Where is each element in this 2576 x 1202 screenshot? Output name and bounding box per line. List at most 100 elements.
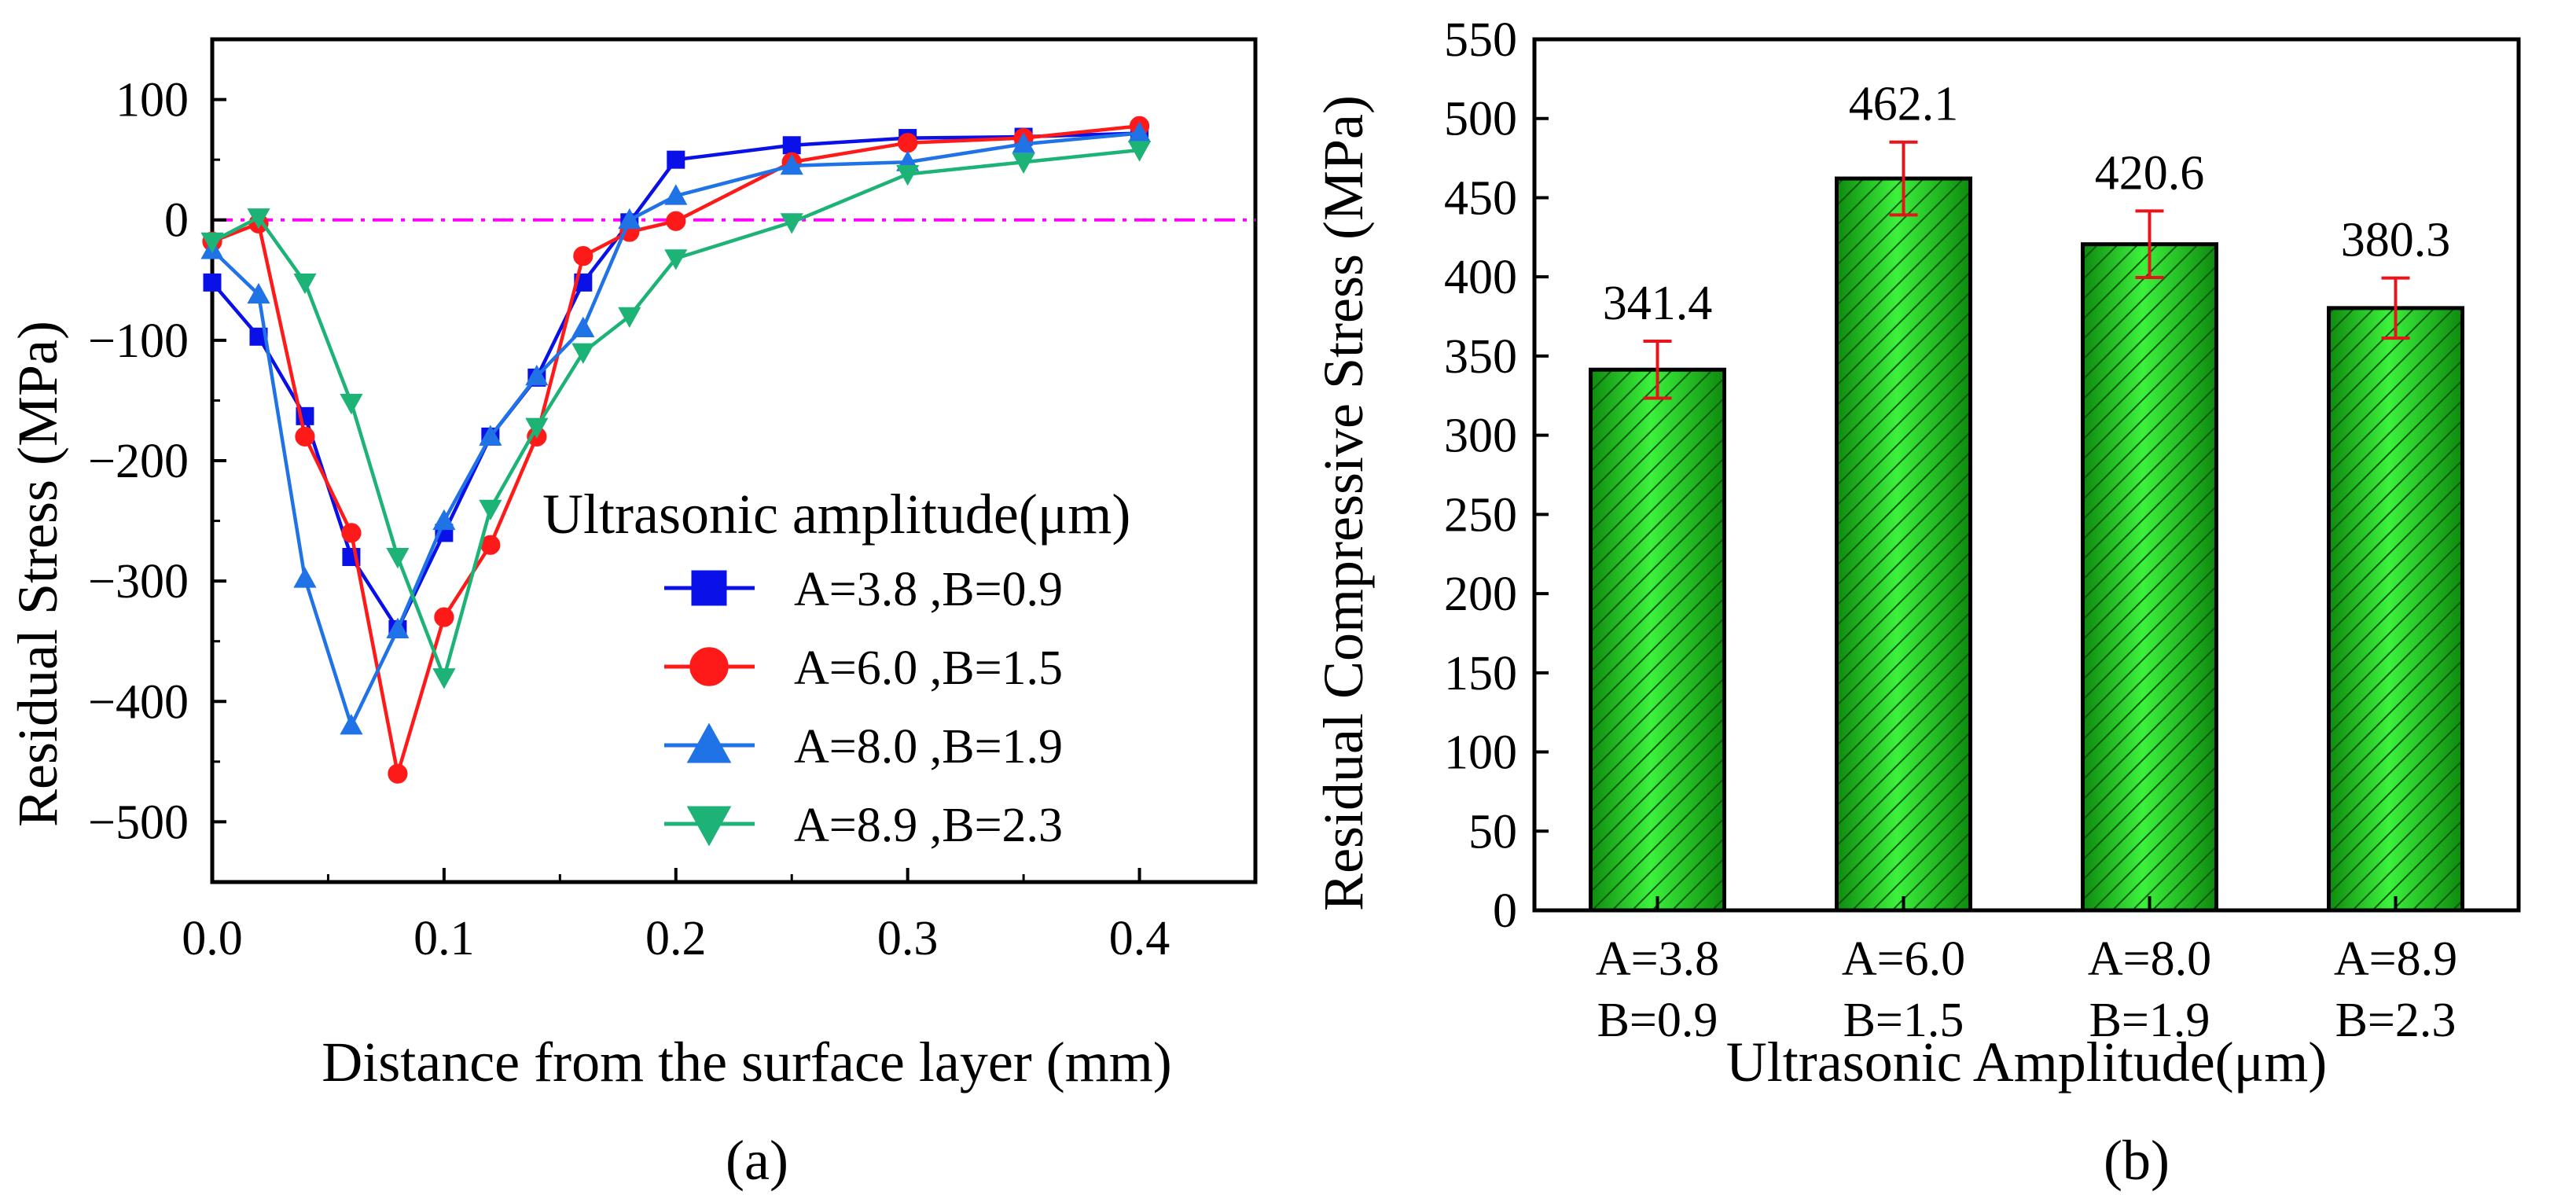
x-tick-label-line1: A=8.9 [2334,932,2457,986]
data-point [247,282,270,304]
bar-value-label: 341.4 [1603,277,1713,330]
legend-label: A=8.9 ,B=2.3 [794,799,1063,852]
data-point [664,249,688,270]
bar-group: 462.1 [1835,78,1972,913]
data-point [295,426,315,447]
data-point [386,548,410,569]
legend-marker [689,647,729,686]
y-tick-label: 100 [1444,726,1517,780]
data-point [479,425,502,446]
y-tick-label: 500 [1444,93,1517,146]
data-point [293,273,317,295]
series-4 [200,141,1152,689]
legend-entry: A=6.0 ,B=1.5 [664,641,1063,695]
data-point [293,567,317,588]
panel-b-bars: 341.4 462.1 420.6 380.3 [1589,78,2464,913]
x-tick-label: 0.1 [413,912,475,965]
legend-entry: A=3.8 ,B=0.9 [664,563,1063,616]
data-point [340,714,363,735]
panel-a-x-axis-label: Distance from the surface layer (mm) [322,1031,1172,1094]
data-point [341,523,362,543]
legend-label: A=8.0 ,B=1.9 [794,720,1063,774]
series-3 [200,121,1152,735]
data-point [388,763,408,784]
bar-hatch [1590,369,1725,910]
data-point [203,273,222,292]
panel-a-y-ticks: 100 0 −100 −200 −300 −400 −500 [88,74,226,849]
x-tick-label-line2: B=0.9 [1597,994,1718,1047]
data-point [618,208,641,230]
y-tick-label: −100 [88,314,189,368]
data-point [664,184,688,205]
x-tick-label: 0.2 [645,912,707,965]
data-point [618,307,641,329]
data-point [782,136,801,155]
panel-a-label: (a) [726,1129,788,1192]
panel-a-legend: Ultrasonic amplitude(μm) A=3.8 ,B=0.9 A=6… [542,483,1130,852]
y-tick-label: 150 [1444,647,1517,700]
bar-value-label: 462.1 [1849,78,1959,131]
data-point [571,343,595,364]
panel-b-x-axis-label: Ultrasonic Amplitude(μm) [1726,1031,2327,1094]
data-point [1012,132,1035,153]
data-point [898,133,918,153]
x-tick-label-line2: B=1.5 [1843,994,1964,1047]
panel-a-series [200,116,1152,784]
data-point [525,417,549,439]
bar-group: 341.4 [1589,277,1726,913]
y-tick-label: 100 [116,74,189,127]
panel-b-label: (b) [2104,1129,2170,1192]
data-point [386,617,410,638]
data-point [432,509,456,531]
data-point [432,668,456,689]
y-tick-label: 350 [1444,330,1517,384]
legend-entry: A=8.0 ,B=1.9 [664,720,1063,774]
y-tick-label: 400 [1444,251,1517,304]
y-tick-label: 200 [1444,568,1517,621]
y-tick-label: −500 [88,796,189,849]
data-point [434,607,454,627]
y-tick-label: 50 [1468,805,1517,858]
data-point [1127,141,1152,162]
panel-a-y-axis-label: Residual Stress (MPa) [6,321,69,827]
panel-b-y-ticks: 0 50 100 150 200 250 300 350 400 450 500 550 [1444,13,1549,938]
data-point [340,393,363,415]
data-point [247,208,270,230]
legend-marker [686,722,732,763]
bar-value-label: 380.3 [2341,214,2451,267]
y-tick-label: 550 [1444,13,1517,67]
x-tick-label-line1: A=3.8 [1596,932,1719,986]
data-point [667,150,685,169]
legend-label: A=6.0 ,B=1.5 [794,641,1063,695]
bar-value-label: 420.6 [2095,146,2205,200]
panel-a-chart: 0.0 0.1 0.2 0.3 0.4 100 0 −100 −200 −300 −400 −500… [6,37,1258,1192]
bar-group: 380.3 [2327,214,2464,913]
bar-hatch [1836,178,1971,910]
y-tick-label: 450 [1444,171,1517,225]
panel-b-x-tick-labels: A=3.8 B=0.9 A=6.0 B=1.5 A=8.0 B=1.9 A=8.9 B=2.3 [1596,896,2457,1047]
y-tick-label: 300 [1444,410,1517,463]
x-tick-label-line2: B=1.9 [2089,994,2210,1047]
y-tick-label: 250 [1444,488,1517,542]
data-point [1012,153,1035,174]
y-tick-label: −200 [88,435,189,488]
data-point [525,365,549,386]
bar-group: 420.6 [2081,146,2218,913]
legend-marker [686,806,732,847]
data-point [780,154,803,175]
y-tick-label: −400 [88,675,189,729]
data-point [896,165,920,186]
legend-title: Ultrasonic amplitude(μm) [542,483,1130,546]
y-tick-label: −300 [88,555,189,608]
x-tick-label-line1: A=8.0 [2088,932,2211,986]
data-point [780,213,803,234]
legend-marker [691,570,727,606]
data-point [479,499,502,521]
x-tick-label: 0.0 [182,912,243,965]
data-point [571,316,595,338]
x-tick-label: 0.4 [1109,912,1170,965]
y-tick-label: 0 [1493,884,1517,938]
x-tick-label: 0.3 [877,912,939,965]
bar-hatch [2328,307,2463,910]
